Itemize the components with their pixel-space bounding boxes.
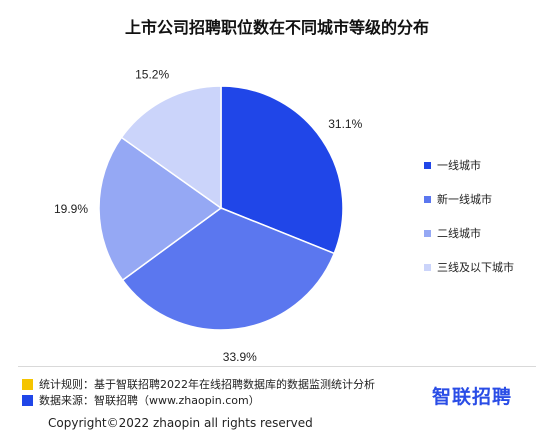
legend-label: 新一线城市 (437, 193, 492, 206)
chart-title: 上市公司招聘职位数在不同城市等级的分布 (124, 18, 429, 37)
legend-swatch (424, 195, 431, 203)
pie-value-label: 33.9% (223, 350, 257, 364)
legend-item-tier1: 一线城市 (424, 148, 548, 182)
legend-item-tier3-below: 三线及以下城市 (424, 250, 548, 284)
legend-label: 一线城市 (437, 159, 481, 172)
pie-value-label: 31.1% (328, 117, 362, 131)
legend-item-new-tier1: 新一线城市 (424, 182, 548, 216)
brand-logo: 智联招聘 (432, 386, 513, 408)
footer-divider (18, 366, 536, 367)
chart-legend: 一线城市 新一线城市 二线城市 三线及以下城市 (424, 148, 548, 284)
legend-item-tier2: 二线城市 (424, 216, 548, 250)
copyright-text: Copyright©2022 zhaopin all rights reserv… (48, 416, 313, 430)
pie-slice (98, 136, 223, 282)
legend-label: 二线城市 (437, 227, 481, 240)
pie-slice (220, 85, 344, 255)
pie-slice (120, 85, 222, 210)
legend-swatch (424, 161, 431, 169)
stat-rule-note: 统计规则：基于智联招聘2022年在线招聘数据库的数据监测统计分析 (22, 376, 375, 392)
legend-swatch (424, 229, 431, 237)
blue-square-icon (22, 394, 33, 406)
data-source-text: 数据来源：智联招聘（www.zhaopin.com） (39, 394, 260, 407)
pie-value-label: 19.9% (54, 202, 88, 216)
legend-swatch (424, 263, 431, 271)
data-source-note: 数据来源：智联招聘（www.zhaopin.com） (22, 392, 260, 408)
pie-slice (121, 207, 336, 331)
legend-label: 三线及以下城市 (437, 261, 514, 274)
pie-value-label: 15.2% (135, 68, 169, 82)
stat-rule-text: 统计规则：基于智联招聘2022年在线招聘数据库的数据监测统计分析 (39, 378, 375, 391)
yellow-square-icon (22, 378, 33, 390)
